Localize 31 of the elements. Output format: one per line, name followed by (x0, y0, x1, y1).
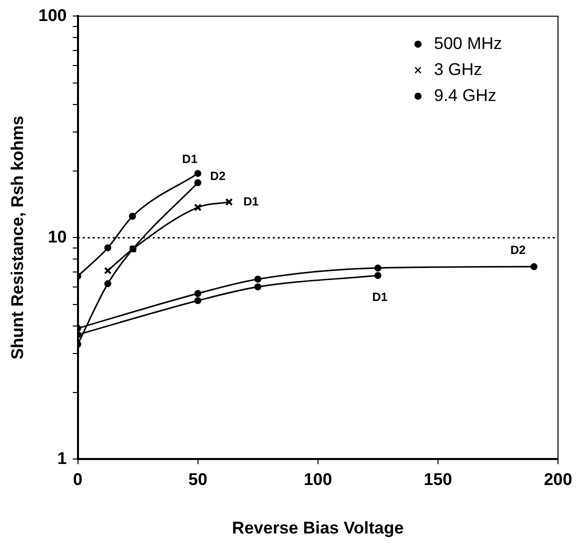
point (194, 297, 202, 304)
point (129, 212, 136, 220)
point (530, 263, 538, 270)
point (254, 283, 262, 290)
point (104, 244, 112, 252)
legend-label: 9.4 GHz (434, 86, 496, 105)
y-tick-label: 10 (48, 227, 67, 246)
y-tick-label: 1 (57, 448, 67, 468)
annotation: D2 (510, 242, 526, 257)
legend-label: 500 MHz (434, 34, 502, 53)
point (194, 170, 202, 177)
x-tick-label: 100 (304, 470, 332, 490)
annotation: D1 (243, 194, 260, 208)
point (374, 264, 382, 272)
point (374, 272, 382, 280)
y-tick-label: 100 (38, 6, 67, 25)
point (194, 290, 202, 297)
annotation: D1 (372, 290, 388, 304)
x-axis-title: Reverse Bias Voltage (232, 518, 404, 538)
point (104, 280, 112, 288)
x-tick-label: 50 (188, 470, 208, 490)
legend-label: 3 GHz (434, 60, 482, 79)
y-axis-title: Shunt Resistance, Rsh kohms (8, 116, 27, 360)
x-tick-label: 150 (424, 470, 452, 490)
point (194, 204, 202, 212)
annotation: D1 (182, 152, 198, 166)
point (194, 179, 202, 186)
x-tick-label: 200 (544, 470, 572, 490)
annotation: D2 (210, 169, 226, 184)
x-tick-label: 0 (73, 470, 82, 490)
point (254, 276, 262, 283)
